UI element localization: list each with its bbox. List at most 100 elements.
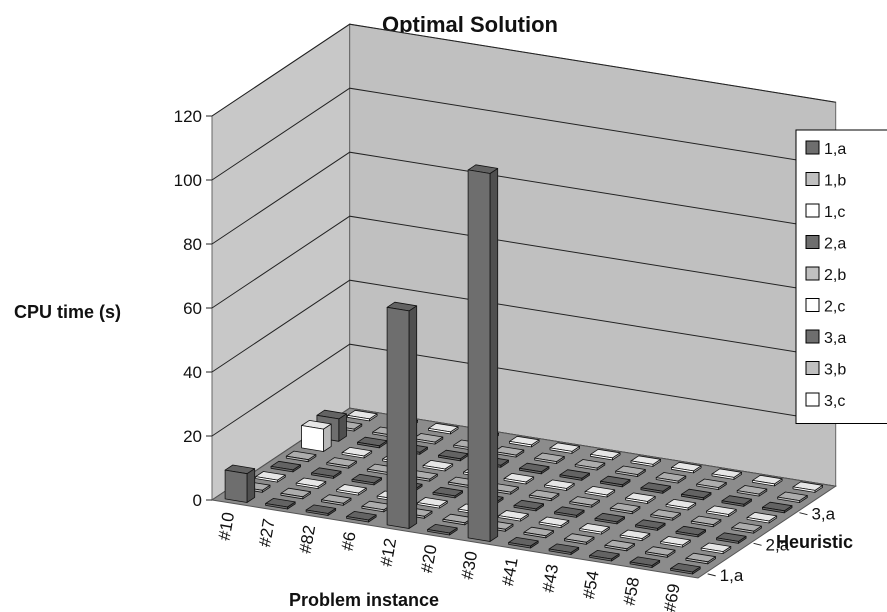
bar-front bbox=[711, 473, 735, 480]
y-tick-label: 60 bbox=[183, 299, 202, 318]
bar-1-a-20 bbox=[427, 524, 458, 536]
bar-2-b-69 bbox=[731, 522, 762, 534]
bar-1-c-43 bbox=[579, 523, 610, 535]
bar-front bbox=[508, 542, 531, 549]
bar-front bbox=[635, 524, 658, 531]
bar-1-c-41 bbox=[538, 516, 570, 528]
bar-front bbox=[351, 478, 375, 486]
bar-1-c-69 bbox=[700, 542, 732, 554]
bar-front bbox=[762, 506, 785, 514]
bar-1-b-82 bbox=[320, 494, 352, 506]
bar-front bbox=[519, 467, 542, 475]
x-tick-label: #41 bbox=[498, 556, 522, 587]
bar-front bbox=[700, 547, 724, 554]
bar-3-c-82 bbox=[428, 422, 459, 435]
bar-front bbox=[509, 440, 532, 448]
bar-2-c-10 bbox=[301, 419, 332, 452]
legend-swatch bbox=[805, 235, 820, 249]
bar-1-a-10 bbox=[224, 464, 256, 503]
bar-2-a-69 bbox=[716, 532, 747, 544]
bar-front bbox=[600, 480, 623, 488]
bar-3-b-30 bbox=[574, 459, 606, 471]
bar-2-c-6 bbox=[422, 459, 454, 472]
x-tick-label: #82 bbox=[296, 524, 320, 555]
bar-1-b-41 bbox=[523, 526, 554, 539]
bar-front bbox=[503, 478, 527, 485]
y-axis-title: CPU time (s) bbox=[14, 302, 121, 322]
bar-front bbox=[629, 561, 653, 568]
depth-tick-mark bbox=[707, 573, 716, 577]
bar-3-a-69 bbox=[762, 501, 793, 514]
bar-front bbox=[417, 502, 441, 509]
bar-front bbox=[361, 505, 385, 513]
y-tick-label: 120 bbox=[174, 107, 202, 126]
bar-3-a-30 bbox=[559, 469, 590, 481]
bar-front bbox=[685, 557, 709, 565]
bar-front bbox=[255, 476, 279, 483]
bar-front bbox=[295, 482, 319, 490]
depth-tick-label: 2,a bbox=[766, 535, 790, 554]
bar-3-b-43 bbox=[655, 472, 687, 484]
bar-2-b-30 bbox=[528, 489, 560, 502]
bar-2-a-54 bbox=[635, 519, 666, 531]
bar-3-a-54 bbox=[681, 488, 712, 501]
bar-2-a-12 bbox=[432, 486, 464, 499]
bar-front bbox=[347, 414, 370, 422]
bar-3-a-58 bbox=[721, 495, 752, 507]
legend-swatch bbox=[805, 392, 820, 407]
legend-swatch bbox=[805, 203, 820, 218]
bar-1-b-58 bbox=[645, 546, 676, 558]
bar-1-a-54 bbox=[589, 550, 620, 562]
bar-front bbox=[341, 452, 365, 459]
bar-front bbox=[716, 537, 739, 544]
bar-3-c-20 bbox=[549, 442, 580, 454]
bar-2-c-41 bbox=[584, 485, 616, 498]
bar-front bbox=[609, 507, 633, 515]
legend-label: 3,a bbox=[824, 330, 846, 347]
bar-front bbox=[559, 474, 583, 481]
bar-front bbox=[534, 457, 557, 465]
bar-front bbox=[665, 504, 689, 511]
bar-front bbox=[630, 460, 654, 467]
x-tick-label: #6 bbox=[338, 530, 360, 552]
bar-front bbox=[645, 551, 668, 558]
legend-swatch bbox=[805, 140, 820, 155]
bar-2-b-10 bbox=[285, 450, 317, 463]
depth-tick-label: 3,a bbox=[811, 505, 835, 524]
bar-front bbox=[427, 529, 450, 536]
bar-2-a-41 bbox=[554, 506, 585, 518]
bar-3-c-41 bbox=[630, 455, 661, 467]
bar-front bbox=[670, 568, 693, 575]
bar-front bbox=[356, 441, 380, 449]
x-tick-label: #58 bbox=[620, 576, 644, 607]
bar-front bbox=[224, 469, 248, 503]
gridline bbox=[211, 23, 836, 117]
bar-front bbox=[746, 517, 770, 524]
bar-front bbox=[589, 555, 612, 562]
bar-1-b-27 bbox=[280, 487, 311, 500]
bar-front bbox=[498, 515, 521, 522]
depth-tick-mark bbox=[753, 542, 762, 546]
gridline bbox=[211, 151, 836, 245]
bar-front bbox=[736, 490, 760, 497]
bar-front bbox=[320, 499, 344, 506]
bar-front bbox=[569, 501, 593, 508]
bar-front bbox=[285, 455, 309, 463]
bar-3-b-41 bbox=[615, 465, 646, 478]
bar-front bbox=[681, 493, 704, 501]
bar-1-c-10 bbox=[255, 471, 286, 483]
bar-side bbox=[489, 167, 499, 542]
bar-1-a-41 bbox=[508, 537, 539, 549]
depth-tick-mark bbox=[799, 512, 808, 516]
bar-front bbox=[467, 169, 491, 542]
bar-front bbox=[564, 538, 587, 545]
y-tick-label: 100 bbox=[174, 171, 202, 190]
bar-front bbox=[528, 494, 552, 502]
bar-1-a-58 bbox=[629, 556, 661, 568]
bar-front bbox=[336, 489, 360, 496]
bar-front bbox=[604, 544, 628, 552]
bar-1-a-27 bbox=[265, 497, 296, 510]
bar-2-b-27 bbox=[326, 457, 357, 469]
bar-3-b-54 bbox=[696, 478, 727, 491]
